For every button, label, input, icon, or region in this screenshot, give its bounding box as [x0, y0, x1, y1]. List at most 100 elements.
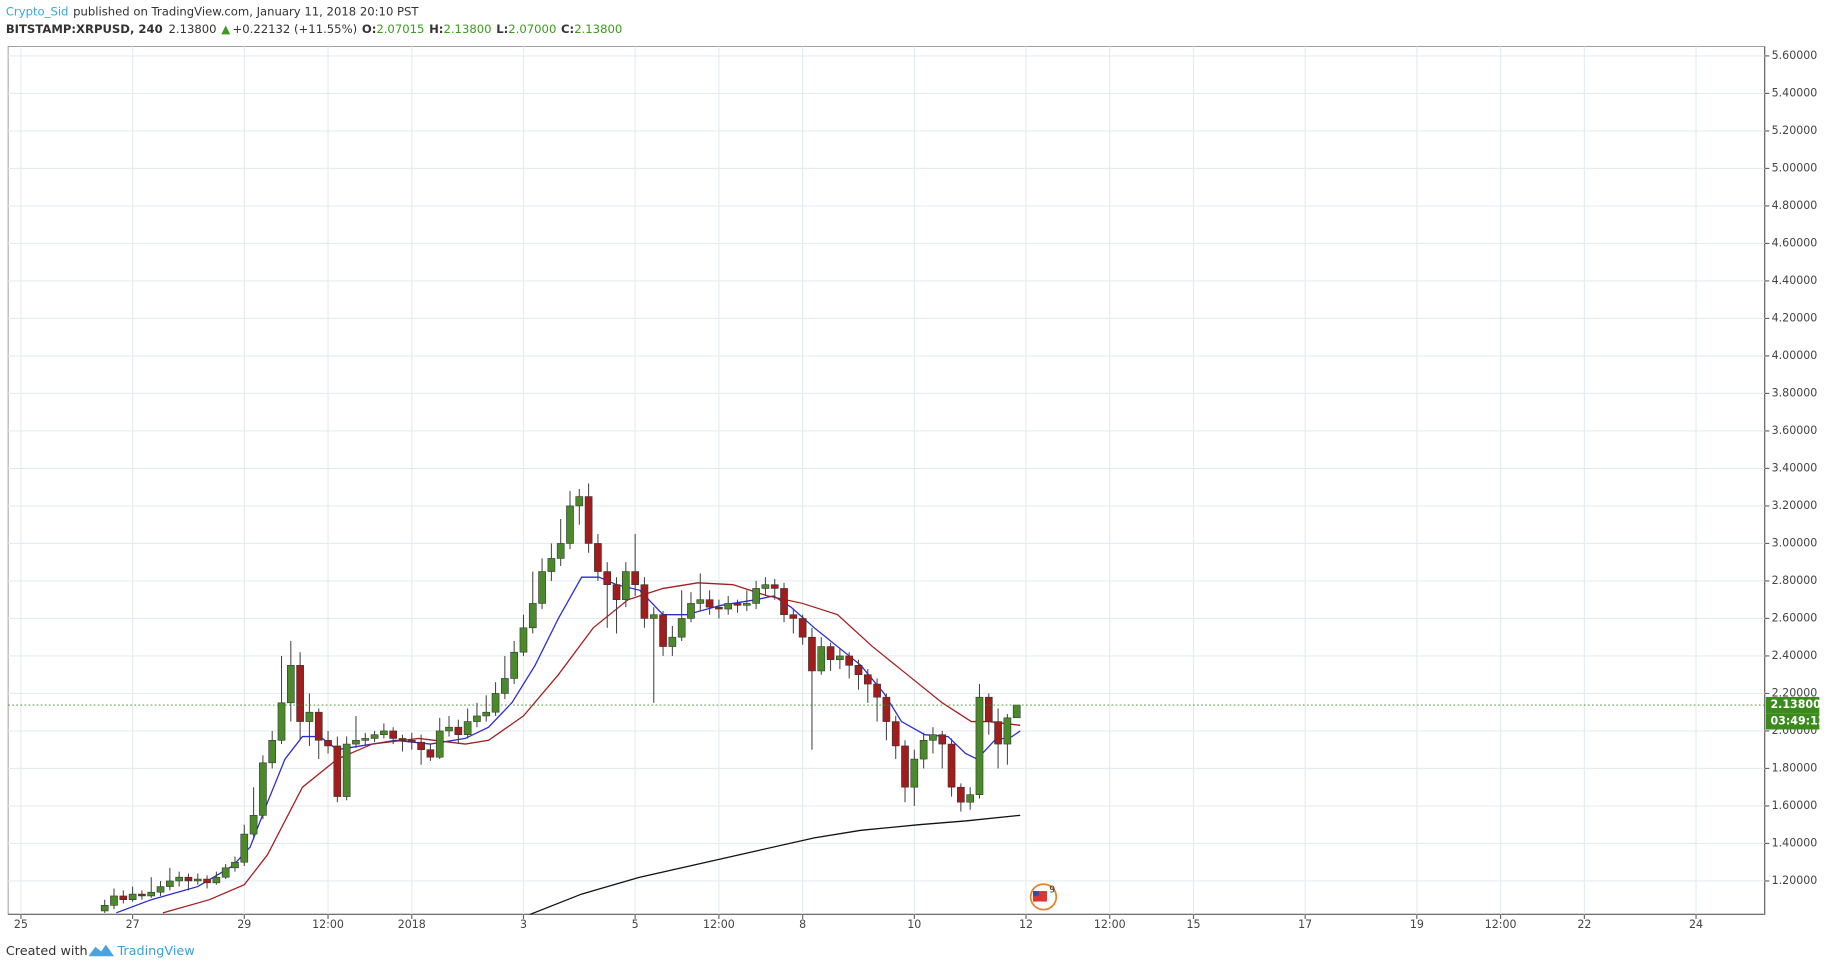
- candle-body: [798, 618, 807, 638]
- published: published on TradingView.com, January 11…: [73, 4, 419, 18]
- countdown-box: [1765, 713, 1820, 730]
- candle-body: [100, 905, 109, 912]
- candle-body: [929, 734, 937, 741]
- y-tick-label: 1.20000: [1772, 874, 1818, 887]
- y-tick-label: 3.80000: [1772, 386, 1818, 399]
- candle-body: [435, 730, 444, 758]
- candle-body: [891, 721, 900, 747]
- candle-body: [696, 599, 705, 604]
- candle-body: [901, 745, 909, 788]
- change: +0.22132 (+11.55%): [233, 22, 358, 36]
- flag: [1032, 891, 1047, 902]
- candle-body: [957, 786, 965, 803]
- countdown: 03:49:12: [1770, 714, 1824, 727]
- x-tick-label: 29: [237, 918, 251, 931]
- candle-body: [221, 867, 230, 878]
- candle-body: [212, 876, 221, 884]
- candle-body: [845, 655, 854, 666]
- x-tick-label: 12:00: [1485, 918, 1517, 931]
- candle-body: [175, 876, 183, 882]
- candle-body: [528, 603, 537, 629]
- candle-body: [352, 740, 360, 745]
- x-tick-label: 2018: [398, 918, 426, 931]
- x-tick-label: 17: [1298, 918, 1312, 931]
- author[interactable]: Crypto_Sid: [6, 4, 69, 18]
- ohlc-key: C:: [561, 22, 574, 36]
- candle-body: [380, 730, 388, 735]
- candle-body: [473, 715, 481, 722]
- candle-body: [268, 740, 277, 764]
- ohlc-key: H:: [429, 22, 443, 36]
- candle-body: [482, 711, 491, 717]
- candle-body: [426, 749, 435, 758]
- y-tick-label: 3.00000: [1772, 536, 1818, 549]
- candle-body: [277, 702, 286, 741]
- candle-body: [556, 543, 565, 559]
- candle-body: [519, 627, 528, 653]
- grid: [8, 46, 1765, 915]
- event-badge[interactable]: 9: [1029, 883, 1058, 911]
- candle-body: [612, 584, 621, 600]
- candle-body: [138, 893, 146, 897]
- candle-body: [603, 571, 612, 585]
- candle-body: [724, 603, 733, 610]
- candle-body: [687, 603, 695, 619]
- y-tick-label: 2.20000: [1772, 686, 1818, 699]
- ohlc-value: 2.13800: [443, 22, 491, 36]
- candle-body: [994, 721, 1002, 745]
- x-tick-label: 5: [632, 918, 639, 931]
- ohlc-value: 2.07015: [376, 22, 424, 36]
- candle-body: [575, 496, 584, 507]
- candle-body: [407, 740, 416, 743]
- candle-body: [780, 588, 788, 615]
- candle-body: [947, 743, 956, 788]
- candle-body: [584, 496, 593, 544]
- candle-body: [156, 886, 165, 893]
- candle-body: [873, 683, 881, 698]
- logo: [88, 944, 114, 957]
- ohlc-value: 2.13800: [574, 22, 622, 36]
- ohlc-value: 2.07000: [508, 22, 556, 36]
- candle-body: [975, 696, 984, 795]
- candle-body: [166, 880, 174, 887]
- candle-body: [631, 571, 639, 585]
- y-tick-label: 5.00000: [1772, 161, 1818, 174]
- x-tick-label: 27: [126, 918, 140, 931]
- candle-body: [398, 738, 407, 741]
- y-tick-label: 2.80000: [1772, 574, 1818, 587]
- x-tick-label: 25: [14, 918, 28, 931]
- x-tick-label: 24: [1689, 918, 1703, 931]
- x-tick-label: 10: [907, 918, 921, 931]
- candle-body: [547, 558, 556, 572]
- candle-body: [510, 651, 518, 679]
- candle-body: [938, 734, 947, 745]
- candle-body: [910, 758, 919, 788]
- candle-body: [1003, 717, 1012, 745]
- candle-body: [761, 584, 770, 589]
- candle-body: [342, 743, 351, 797]
- candle-body: [966, 794, 974, 803]
- candle-body: [491, 693, 500, 713]
- candle-body: [184, 876, 193, 882]
- ohlc-key: O:: [362, 22, 377, 36]
- plot-frame: [7, 46, 1766, 915]
- axes: 1.200001.400001.600001.800002.000002.200…: [14, 49, 1824, 931]
- candle-body: [445, 726, 453, 732]
- candle-body: [752, 588, 760, 604]
- y-tick-label: 4.80000: [1772, 199, 1818, 212]
- candle-body: [668, 636, 677, 647]
- brand[interactable]: TradingView: [116, 944, 194, 959]
- candle-body: [333, 745, 342, 797]
- candle-body: [649, 614, 658, 619]
- candle-body: [286, 665, 295, 704]
- last-price-label: 2.13800: [1770, 698, 1821, 711]
- x-tick-label: 19: [1410, 918, 1424, 931]
- candle-body: [417, 741, 425, 750]
- symbol: BITSTAMP:XRPUSD, 240: [6, 22, 163, 36]
- footer: Created with TradingView: [6, 944, 195, 959]
- candle-body: [240, 833, 249, 863]
- candle-body: [659, 614, 667, 647]
- flag: [1032, 891, 1039, 896]
- candle-body: [640, 584, 649, 619]
- candle-body: [808, 636, 816, 672]
